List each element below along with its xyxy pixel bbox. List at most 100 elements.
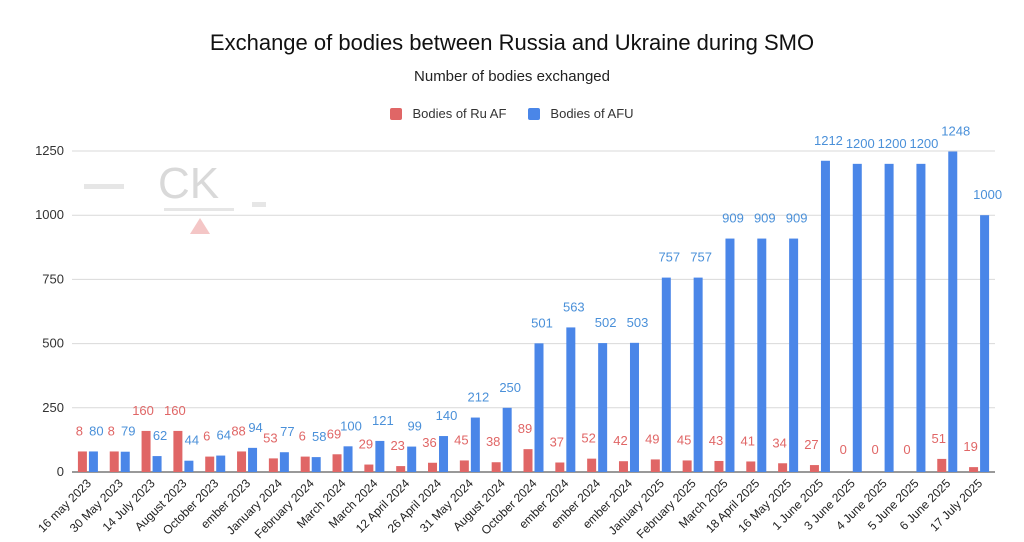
- bar-afu: [916, 163, 926, 472]
- bar-afu: [980, 215, 990, 472]
- bar-afu: [216, 455, 226, 472]
- y-tick-label: 250: [42, 400, 64, 415]
- bar-ru: [77, 451, 87, 472]
- data-label-afu: 1200: [878, 136, 907, 151]
- bar-afu: [820, 160, 830, 472]
- data-label-ru: 49: [645, 431, 659, 446]
- bar-afu: [852, 163, 862, 472]
- watermark-text: CK: [158, 159, 219, 208]
- data-label-afu: 1200: [846, 136, 875, 151]
- data-label-afu: 1200: [909, 136, 938, 151]
- data-label-afu: 80: [89, 423, 103, 438]
- legend-item-ru: Bodies of Ru AF: [390, 106, 506, 121]
- data-label-ru: 52: [581, 431, 595, 446]
- bar-afu: [598, 343, 608, 472]
- bar-ru: [746, 461, 756, 472]
- bar-afu: [661, 277, 671, 472]
- bar-afu: [248, 447, 258, 472]
- bar-afu: [311, 457, 321, 472]
- bar-ru: [396, 466, 406, 472]
- y-tick-label: 1250: [35, 143, 64, 158]
- data-label-ru: 89: [518, 421, 532, 436]
- data-label-afu: 99: [407, 419, 421, 434]
- data-label-afu: 100: [340, 418, 362, 433]
- data-label-ru: 38: [486, 434, 500, 449]
- bar-ru: [268, 458, 278, 472]
- data-label-afu: 212: [467, 390, 489, 405]
- bar-ru: [969, 467, 979, 472]
- data-label-afu: 909: [786, 211, 808, 226]
- bar-afu: [693, 277, 703, 472]
- bar-afu: [725, 238, 735, 472]
- data-label-ru: 160: [132, 403, 154, 418]
- data-label-ru: 6: [203, 429, 210, 444]
- bar-ru: [109, 451, 119, 472]
- data-label-afu: 1248: [941, 124, 970, 139]
- data-label-ru: 19: [963, 439, 977, 454]
- data-label-afu: 757: [690, 250, 712, 265]
- data-label-afu: 62: [153, 428, 167, 443]
- data-label-afu: 502: [595, 315, 617, 330]
- legend-item-afu: Bodies of AFU: [528, 106, 634, 121]
- data-label-ru: 51: [932, 431, 946, 446]
- data-label-ru: 88: [231, 423, 245, 438]
- y-tick-label: 750: [42, 271, 64, 286]
- data-label-ru: 23: [390, 438, 404, 453]
- data-label-ru: 8: [108, 423, 115, 438]
- bar-ru: [205, 456, 215, 472]
- legend-label-afu: Bodies of AFU: [550, 106, 634, 121]
- legend-swatch-ru: [390, 107, 403, 120]
- data-label-afu: 563: [563, 299, 585, 314]
- bar-ru: [778, 463, 788, 472]
- y-tick-label: 500: [42, 336, 64, 351]
- data-label-afu: 1212: [814, 133, 843, 148]
- bar-afu: [120, 451, 130, 472]
- data-label-afu: 140: [436, 408, 458, 423]
- data-label-afu: 77: [280, 424, 294, 439]
- data-label-afu: 121: [372, 413, 394, 428]
- data-label-afu: 757: [658, 250, 680, 265]
- bar-afu: [279, 452, 289, 472]
- bar-afu: [407, 446, 417, 472]
- data-label-ru: 45: [677, 432, 691, 447]
- bar-ru: [937, 458, 947, 472]
- data-label-ru: 8: [76, 423, 83, 438]
- data-label-ru: 27: [804, 437, 818, 452]
- bar-afu: [629, 342, 639, 472]
- bar-afu: [470, 417, 480, 472]
- data-label-afu: 501: [531, 315, 553, 330]
- data-label-ru: 37: [550, 434, 564, 449]
- data-label-ru: 160: [164, 403, 186, 418]
- bar-afu: [343, 446, 353, 472]
- data-label-afu: 1000: [973, 187, 1002, 202]
- bar-afu: [152, 456, 162, 472]
- bar-afu: [184, 460, 194, 472]
- bar-ru: [332, 454, 342, 472]
- bar-afu: [502, 407, 512, 472]
- bars-layer: [77, 151, 990, 472]
- data-label-ru: 0: [903, 442, 910, 457]
- data-label-afu: 79: [121, 424, 135, 439]
- data-label-ru: 34: [772, 435, 786, 450]
- data-label-afu: 909: [754, 211, 776, 226]
- bar-ru: [587, 458, 597, 472]
- data-label-afu: 94: [248, 420, 262, 435]
- bar-ru: [141, 430, 151, 472]
- legend-swatch-afu: [528, 107, 541, 120]
- bar-ru: [364, 464, 374, 472]
- bar-ru: [173, 430, 183, 472]
- bar-afu: [439, 436, 449, 472]
- data-label-ru: 42: [613, 433, 627, 448]
- bar-ru: [428, 462, 438, 472]
- data-label-afu: 64: [216, 428, 230, 443]
- bar-afu: [566, 327, 576, 472]
- data-label-afu: 58: [312, 429, 326, 444]
- chart-title: Exchange of bodies between Russia and Uk…: [209, 30, 815, 55]
- bar-afu: [534, 343, 544, 472]
- y-tick-label: 0: [57, 464, 64, 479]
- bar-afu: [789, 238, 799, 472]
